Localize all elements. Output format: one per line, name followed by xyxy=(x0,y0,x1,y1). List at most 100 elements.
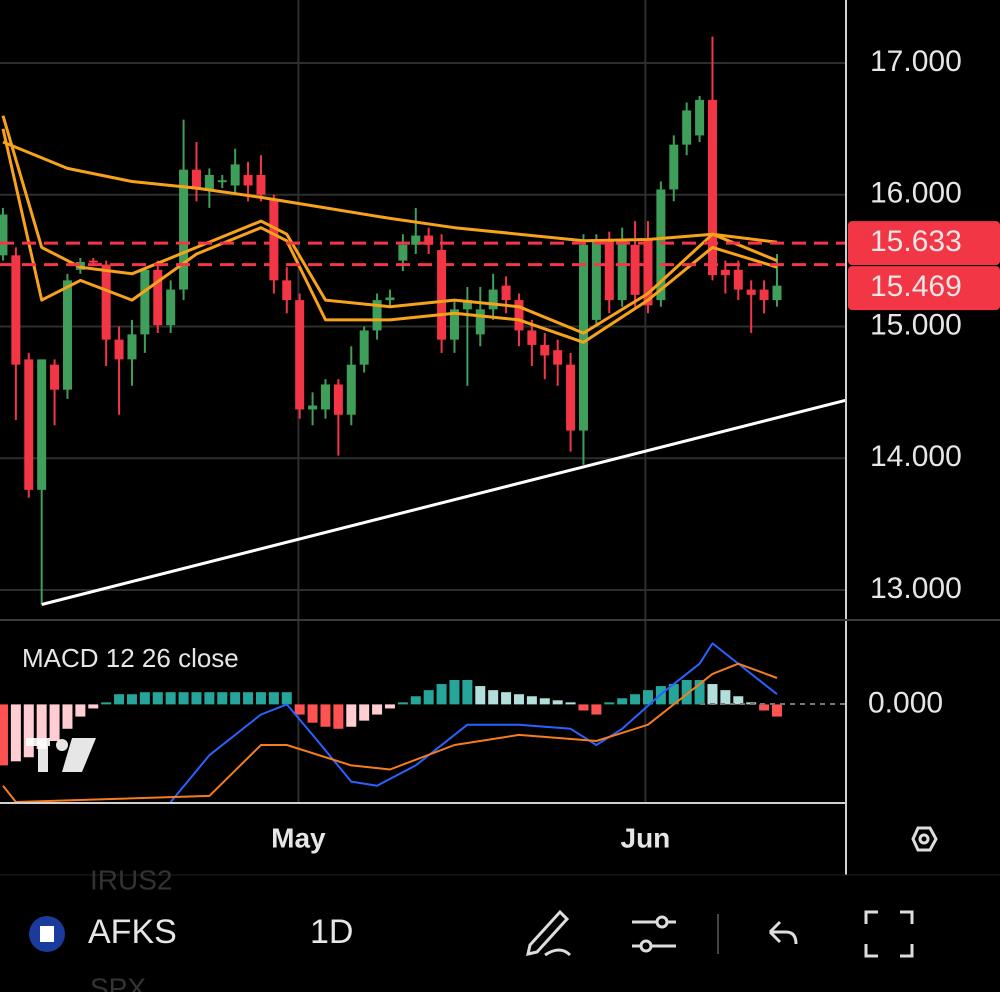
macd-histogram-bar xyxy=(281,692,292,705)
macd-histogram-bar xyxy=(423,690,434,705)
macd-histogram-bar xyxy=(36,704,47,750)
symbol[interactable]: AFKS xyxy=(88,913,177,951)
macd-histogram-bar xyxy=(268,692,279,705)
macd-histogram-bar xyxy=(604,702,615,705)
undo-icon[interactable] xyxy=(768,920,798,945)
macd-histogram-bar xyxy=(668,684,679,705)
macd-histogram-bar xyxy=(771,704,782,717)
macd-histogram-bar xyxy=(243,692,254,705)
candle-body xyxy=(50,364,60,390)
candle-body xyxy=(140,269,150,335)
macd-histogram-bar xyxy=(513,694,524,705)
candle-body xyxy=(630,244,640,295)
macd-histogram-bar xyxy=(49,704,60,741)
fullscreen-icon[interactable] xyxy=(864,910,914,958)
symbol-logo[interactable] xyxy=(29,916,65,952)
moving-average xyxy=(2,140,778,244)
macd-histogram-bar xyxy=(10,704,21,762)
macd-histogram-bar xyxy=(410,696,421,705)
candle-body xyxy=(553,350,563,365)
candle-body xyxy=(166,289,176,326)
macd-histogram-bar xyxy=(217,692,228,705)
candle-body xyxy=(591,239,601,320)
candle-body xyxy=(669,144,679,190)
y-tick-label: 14.000 xyxy=(870,440,962,473)
macd-histogram-bar xyxy=(0,704,8,766)
macd-histogram-bar xyxy=(372,704,383,715)
macd-histogram-bar xyxy=(565,702,576,705)
candle-body xyxy=(191,169,201,190)
macd-line xyxy=(2,662,778,803)
candle-body xyxy=(720,269,730,276)
macd-histogram-bar xyxy=(642,690,653,705)
macd-title: MACD 12 26 close xyxy=(22,643,239,673)
macd-histogram-bar xyxy=(178,692,189,705)
macd-histogram-bar xyxy=(152,692,163,705)
candle-body xyxy=(24,359,34,490)
macd-histogram-bar xyxy=(462,679,473,705)
interval[interactable]: 1D xyxy=(310,913,353,951)
candle-body xyxy=(101,264,111,340)
macd-histogram-bar xyxy=(101,702,112,705)
y-tick-label: 17.000 xyxy=(870,45,962,78)
macd-histogram-bar xyxy=(126,694,137,705)
macd-histogram-bar xyxy=(720,690,731,705)
candle-body xyxy=(372,300,382,331)
candle-body xyxy=(695,99,705,136)
candle-body xyxy=(643,239,653,306)
x-tick-label: May xyxy=(271,822,326,853)
macd-histogram-bar xyxy=(707,684,718,705)
candle-body xyxy=(359,330,369,365)
price-tag-label: 15.633 xyxy=(870,225,962,258)
macd-histogram-bar xyxy=(578,704,589,711)
candle-body xyxy=(656,189,666,301)
candle-body xyxy=(566,364,576,431)
y-tick-label: 16.000 xyxy=(870,177,962,210)
candle-body xyxy=(746,289,756,295)
macd-histogram-bar xyxy=(733,696,744,705)
macd-histogram-bar xyxy=(294,704,305,715)
macd-histogram-bar xyxy=(617,698,628,705)
candle-body xyxy=(449,309,459,340)
macd-histogram-bar xyxy=(307,704,318,723)
macd-histogram-bar xyxy=(552,700,563,705)
candle-body xyxy=(62,280,72,390)
candle-body xyxy=(759,289,769,301)
candle-body xyxy=(462,300,472,310)
ghost-symbol: IRUS2 xyxy=(90,864,172,895)
settings-icon[interactable] xyxy=(911,826,938,852)
candle-body xyxy=(578,244,588,431)
macd-histogram-bar xyxy=(397,702,408,705)
macd-tick-label: 0.000 xyxy=(868,686,943,719)
candle-body xyxy=(424,235,434,245)
macd-histogram-bar xyxy=(359,704,370,721)
macd-histogram-bar xyxy=(694,679,705,705)
macd-histogram-bar xyxy=(591,704,602,715)
macd-histogram-bar xyxy=(526,696,537,705)
candle-body xyxy=(733,269,743,290)
candle-body xyxy=(243,174,253,186)
draw-icon[interactable] xyxy=(526,909,572,957)
candle-body xyxy=(0,214,8,256)
candle-body xyxy=(398,244,408,261)
y-tick-label: 13.000 xyxy=(870,572,962,605)
candle-body xyxy=(682,110,692,145)
macd-histogram-bar xyxy=(75,704,86,717)
macd-histogram-bar xyxy=(539,698,550,705)
indicators-icon[interactable] xyxy=(632,915,676,953)
candle-body xyxy=(308,405,318,410)
macd-histogram-bar xyxy=(320,704,331,727)
price-tag xyxy=(848,266,1000,311)
macd-histogram-bar xyxy=(204,692,215,705)
macd-histogram-bar xyxy=(191,692,202,705)
candle-body xyxy=(475,309,485,335)
macd-histogram-bar xyxy=(449,679,460,705)
candle-body xyxy=(230,164,240,186)
candle-body xyxy=(127,334,137,360)
candle-body xyxy=(217,180,227,183)
price-tag-label: 15.469 xyxy=(870,270,962,303)
moving-average xyxy=(1,128,778,344)
candle-body xyxy=(488,289,498,310)
candle-body xyxy=(501,285,511,301)
